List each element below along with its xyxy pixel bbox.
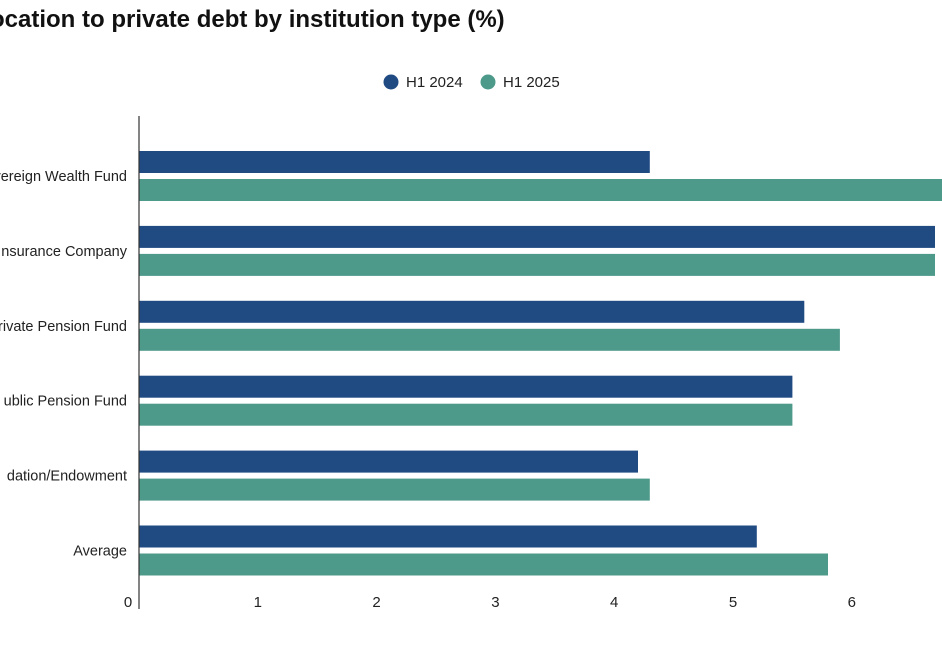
x-tick-label: 2 xyxy=(372,594,380,611)
x-tick-label: 4 xyxy=(610,594,618,611)
legend-marker xyxy=(383,74,399,90)
x-tick-label: 6 xyxy=(848,594,856,611)
legend: H1 2024 H1 2025 xyxy=(383,74,560,91)
category-label: Insurance Company xyxy=(0,244,128,260)
bar xyxy=(139,553,828,576)
bar xyxy=(139,450,638,473)
bar xyxy=(139,151,650,173)
legend-marker xyxy=(480,74,496,90)
legend-label: H1 2025 xyxy=(503,74,560,91)
x-tick-label: 0 xyxy=(124,594,132,611)
bar xyxy=(139,375,793,398)
bars xyxy=(139,151,942,576)
x-tick-label: 1 xyxy=(254,594,262,611)
bar xyxy=(139,253,935,276)
x-tick-label: 3 xyxy=(491,594,499,611)
category-label: Average xyxy=(73,544,127,560)
category-label: vereign Wealth Fund xyxy=(0,169,127,185)
bar xyxy=(139,525,757,548)
bar xyxy=(139,300,805,323)
bar xyxy=(139,403,793,426)
bar xyxy=(139,179,942,201)
chart-title: ocation to private debt by institution t… xyxy=(0,6,505,33)
x-axis-ticks: 0 1 2 3 4 5 6 xyxy=(124,594,856,611)
legend-label: H1 2024 xyxy=(406,74,463,91)
bar xyxy=(139,478,650,501)
x-tick-label: 5 xyxy=(729,594,737,611)
bar xyxy=(139,328,840,351)
category-label: rivate Pension Fund xyxy=(0,319,127,335)
category-label: ublic Pension Fund xyxy=(4,394,127,410)
category-label: dation/Endowment xyxy=(7,469,127,485)
category-labels: vereign Wealth Fund Insurance Company riva… xyxy=(0,169,128,560)
bar xyxy=(139,225,935,248)
